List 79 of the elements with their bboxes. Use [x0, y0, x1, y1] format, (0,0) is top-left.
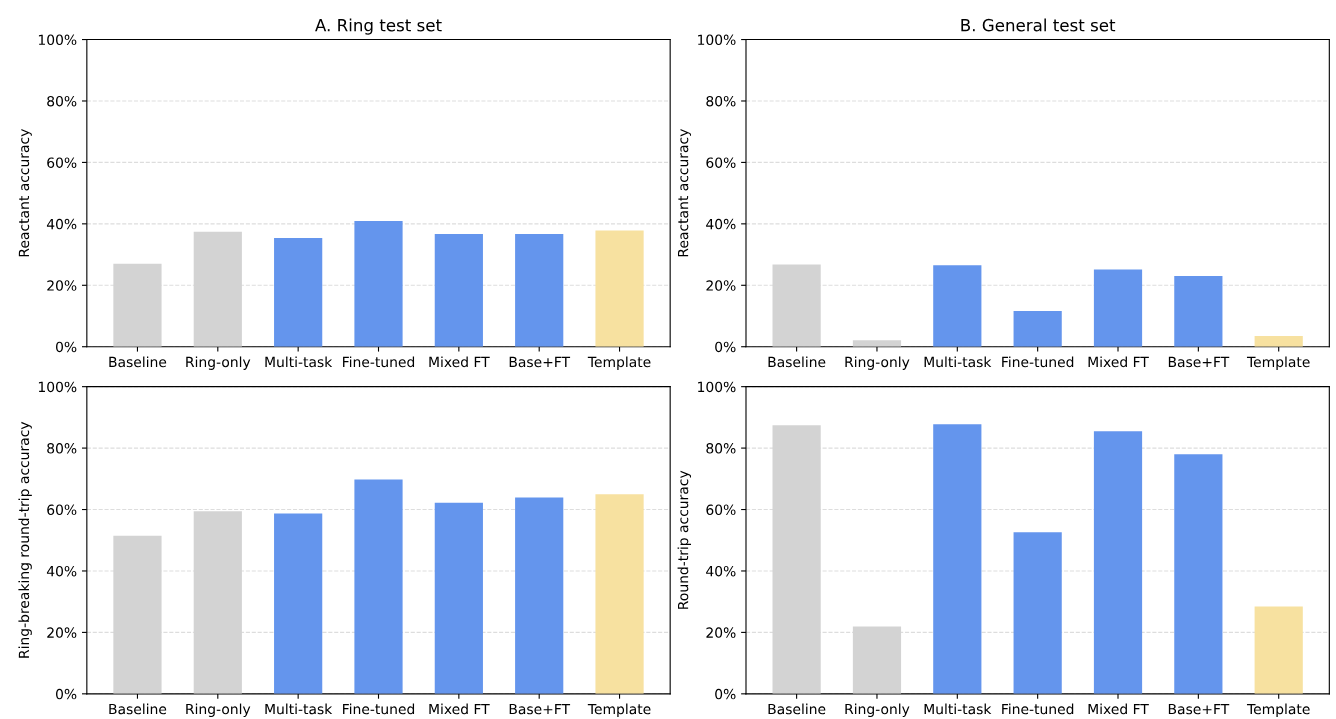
x-tick-label: Baseline: [768, 703, 826, 715]
x-tick-label: Fine-tuned: [1002, 356, 1074, 368]
chart-title: B. General test set: [961, 18, 1116, 32]
y-tick-label: 0%: [715, 341, 736, 353]
y-axis-title: Round-trip accuracy: [677, 470, 692, 609]
y-tick-label: 40%: [46, 565, 77, 577]
x-tick-label: Mixed FT: [429, 703, 490, 715]
bar: [1093, 269, 1143, 347]
bar: [434, 502, 483, 694]
y-axis-title: Reactant accuracy: [678, 129, 692, 257]
x-tick-label: Template: [1246, 356, 1310, 370]
x-tick-label: Base+FT: [1168, 356, 1230, 368]
x-tick-label: Mixed FT: [1088, 356, 1149, 368]
bar: [274, 513, 323, 694]
x-tick-label: Multi-task: [924, 356, 992, 368]
x-tick-label: Base+FT: [1168, 703, 1230, 715]
x-tick-label: Multi-task: [924, 703, 992, 715]
x-tick-label: Ring-only: [845, 703, 910, 717]
x-tick-label: Template: [587, 703, 651, 717]
y-tick-label: 20%: [706, 280, 736, 291]
y-tick-label: 20%: [47, 280, 77, 291]
bar: [1013, 532, 1062, 694]
bar: [515, 233, 564, 347]
y-tick-label: 60%: [47, 504, 77, 515]
bar: [595, 494, 644, 694]
x-tick-label: Fine-tuned: [343, 703, 415, 715]
x-tick-label: Baseline: [109, 703, 167, 715]
x-tick-label: Template: [1246, 703, 1310, 717]
bar: [434, 233, 483, 347]
x-tick-label: Mixed FT: [429, 356, 490, 368]
y-tick-label: 0%: [56, 688, 77, 700]
y-tick-label: 0%: [715, 688, 736, 700]
y-tick-label: 20%: [706, 627, 736, 638]
x-tick-label: Multi-task: [265, 356, 333, 368]
x-tick-label: Baseline: [109, 356, 167, 368]
y-tick-label: 80%: [706, 95, 736, 107]
bar: [852, 340, 902, 347]
x-tick-label: Template: [587, 356, 651, 370]
x-tick-label: Base+FT: [509, 356, 571, 368]
y-tick-label: 20%: [47, 627, 77, 638]
x-tick-label: Fine-tuned: [1002, 703, 1074, 715]
y-tick-label: 60%: [47, 157, 77, 168]
bar: [274, 237, 323, 347]
y-tick-label: 100%: [698, 34, 736, 46]
y-tick-label: 40%: [706, 565, 736, 577]
x-tick-label: Ring-only: [186, 356, 251, 370]
bar: [1174, 276, 1223, 347]
x-tick-label: Ring-only: [845, 356, 910, 370]
chart-title: A. Ring test set: [315, 18, 442, 35]
bar: [1254, 335, 1303, 347]
y-tick-label: 80%: [47, 95, 77, 107]
bar: [1013, 311, 1062, 347]
bar: [595, 230, 644, 347]
y-tick-label: 100%: [38, 34, 77, 46]
x-tick-label: Ring-only: [186, 703, 251, 717]
y-tick-label: 80%: [706, 443, 736, 454]
y-tick-label: 60%: [706, 504, 736, 515]
bar: [1174, 454, 1223, 694]
y-tick-label: 100%: [38, 381, 77, 393]
y-tick-label: 40%: [46, 218, 77, 230]
bar: [933, 265, 982, 347]
bar: [1093, 431, 1143, 694]
y-tick-label: 0%: [56, 341, 77, 353]
x-tick-label: Multi-task: [265, 703, 333, 715]
x-tick-label: Mixed FT: [1088, 703, 1149, 715]
x-tick-label: Baseline: [768, 356, 826, 368]
bar: [354, 221, 403, 347]
y-tick-label: 40%: [706, 218, 736, 230]
bar: [515, 497, 564, 694]
y-tick-label: 100%: [698, 381, 736, 393]
y-axis-title: Ring-breaking round-trip accuracy: [18, 421, 32, 658]
y-tick-label: 60%: [706, 157, 736, 168]
y-tick-label: 80%: [47, 443, 77, 454]
y-axis-title: Reactant accuracy: [18, 129, 32, 257]
bar: [1254, 606, 1303, 694]
x-tick-label: Fine-tuned: [343, 356, 415, 368]
bar: [354, 479, 403, 694]
bar: [933, 424, 982, 694]
x-tick-label: Base+FT: [509, 703, 571, 715]
